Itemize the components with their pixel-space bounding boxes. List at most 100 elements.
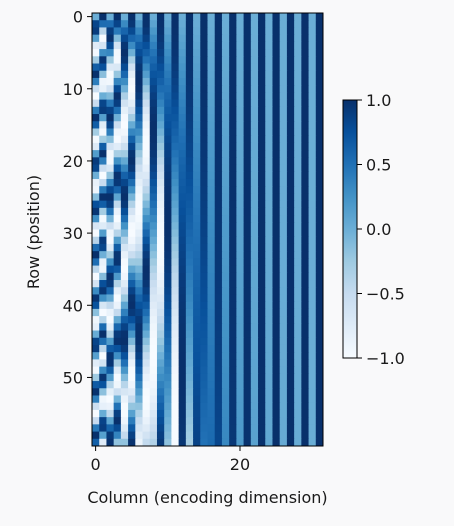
heatmap-cell [92,20,100,28]
heatmap-cell [214,171,223,180]
heatmap-cell [120,438,129,447]
heatmap-cell [315,323,324,332]
heatmap-cell [164,280,172,288]
heatmap-cell [149,178,158,187]
heatmap-cell [164,258,172,267]
heatmap-cell [185,157,194,166]
heatmap-cell [193,316,201,324]
heatmap-cell [193,200,201,209]
heatmap-cell [120,265,129,274]
heatmap-cell [315,34,324,43]
heatmap-cell [171,171,180,180]
heatmap-cell [164,92,172,101]
heatmap-cell [164,164,172,173]
heatmap-cell [207,409,216,418]
heatmap-cell [286,128,295,137]
heatmap-cell [221,157,230,166]
heatmap-cell [135,265,144,274]
heatmap-cell [243,222,252,230]
heatmap-cell [272,128,281,137]
heatmap-cell [120,258,129,267]
heatmap-cell [149,164,158,173]
heatmap-cell [106,395,115,404]
heatmap-cell [258,323,266,332]
heatmap-cell [250,114,259,122]
heatmap-cell [120,186,129,194]
heatmap-cell [279,128,288,137]
heatmap-cell [315,56,324,65]
heatmap-cell [142,287,151,295]
heatmap-cell [294,92,302,101]
heatmap-cell [106,337,115,346]
heatmap-cell [207,215,216,223]
heatmap-cell [149,294,158,303]
heatmap-cell [178,41,187,50]
heatmap-cell [301,417,310,425]
heatmap-cell [113,359,122,368]
heatmap-cell [185,34,194,43]
heatmap-cell [301,77,310,86]
heatmap-cell [258,272,266,281]
heatmap-cell [258,157,266,166]
heatmap-cell [106,366,115,375]
heatmap-cell [250,316,259,324]
heatmap-cell [315,359,324,368]
heatmap-cell [135,431,144,440]
heatmap-cell [135,77,144,86]
heatmap-cell [258,243,266,252]
heatmap-cell [128,150,136,158]
heatmap-cell [171,85,180,93]
heatmap-cell [265,41,273,50]
heatmap-cell [185,330,194,339]
heatmap-cell [207,359,216,368]
heatmap-cell [135,70,144,79]
heatmap-cell [193,63,201,72]
heatmap-cell [294,251,302,259]
heatmap-cell [229,106,237,115]
heatmap-cell [193,258,201,267]
heatmap-cell [156,301,165,310]
heatmap-cell [135,323,144,332]
heatmap-cell [113,77,122,86]
heatmap-cell [120,200,129,209]
heatmap-cell [243,316,252,324]
heatmap-cell [301,121,310,129]
heatmap-cell [308,409,317,418]
heatmap-cell [301,63,310,72]
heatmap-cell [272,222,281,230]
heatmap-cell [250,13,259,21]
heatmap-cell [286,243,295,252]
heatmap-cell [135,388,144,396]
heatmap-cell [294,114,302,122]
heatmap-cell [92,323,100,332]
heatmap-cell [214,27,223,36]
heatmap-cell [315,13,324,21]
heatmap-cell [92,56,100,65]
heatmap-cell [229,20,237,28]
heatmap-cell [149,280,158,288]
heatmap-cell [164,56,172,65]
heatmap-cell [106,222,115,230]
heatmap-cell [250,373,259,382]
heatmap-cell [92,85,100,93]
heatmap-cell [308,265,317,274]
heatmap-cell [106,142,115,151]
heatmap-cell [279,215,288,223]
heatmap-cell [156,438,165,447]
heatmap-cell [178,178,187,187]
heatmap-cell [221,417,230,425]
heatmap-cell [258,85,266,93]
heatmap-cell [193,85,201,93]
heatmap-cell [193,77,201,86]
heatmap-cell [106,41,115,50]
heatmap-cell [286,215,295,223]
heatmap-cell [236,402,245,411]
heatmap-cell [164,121,172,129]
heatmap-cell [286,150,295,158]
heatmap-cell [301,178,310,187]
heatmap-cell [106,388,115,396]
heatmap-cell [243,49,252,57]
heatmap-cell [250,381,259,389]
heatmap-cell [120,388,129,396]
heatmap-cell [193,13,201,21]
